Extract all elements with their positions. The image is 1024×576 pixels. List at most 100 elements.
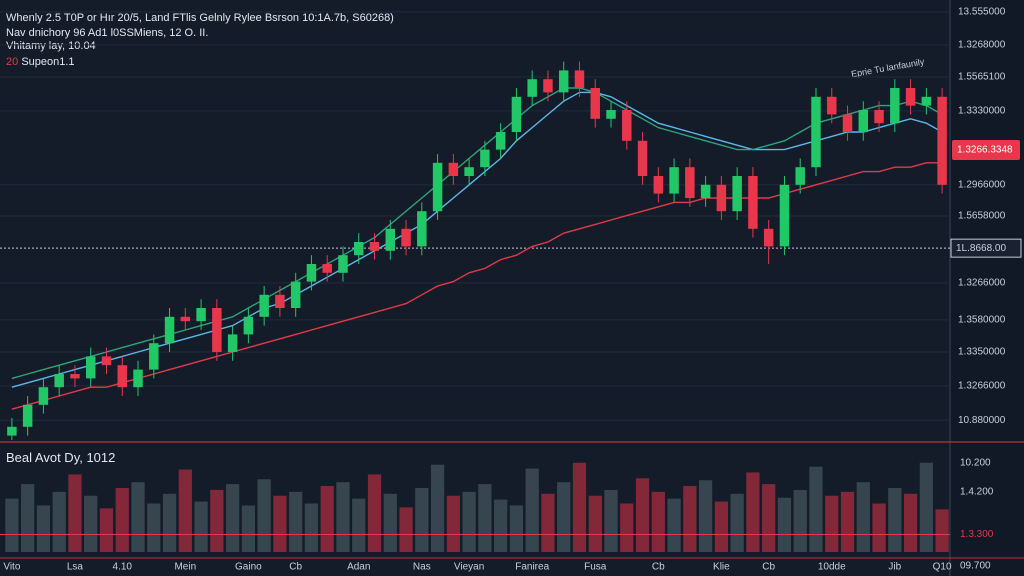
candle-body	[890, 88, 900, 124]
x-tick-label: Cb	[289, 562, 302, 573]
candle-body	[54, 374, 64, 388]
candle-body	[937, 96, 947, 185]
y-tick-label: 1.3580000	[958, 315, 1006, 326]
volume-bar	[730, 493, 744, 552]
candle-body	[842, 114, 853, 132]
candle-body	[38, 387, 49, 405]
volume-bar	[478, 484, 492, 552]
candle-body	[495, 132, 506, 150]
volume-bar	[5, 498, 19, 552]
y-tick-label: 1.3266000	[958, 278, 1006, 289]
price-line-label: 1L.8668.00	[956, 243, 1006, 254]
candle-body	[227, 334, 238, 352]
volume-bar	[84, 495, 98, 552]
last-price-tag	[952, 140, 1020, 161]
volume-bar	[698, 480, 713, 552]
candle-body	[243, 316, 254, 335]
candle-body	[748, 176, 758, 229]
candle-body	[543, 79, 553, 93]
volume-tick-label: 1.3.300	[960, 529, 994, 540]
volume-bar	[714, 501, 729, 552]
candle-body	[795, 167, 805, 185]
volume-bar	[888, 487, 902, 552]
header-line: Nav dnichory 96 Ad1 l0SSMiens, 12 O. II.	[6, 27, 209, 39]
volume-bar	[762, 484, 776, 552]
candle-body	[385, 228, 396, 251]
candle-body	[448, 162, 459, 176]
volume-bar	[620, 503, 634, 552]
candle-body	[905, 88, 916, 106]
x-tick-label: Vito	[3, 562, 20, 573]
volume-bar	[746, 472, 760, 552]
y-tick-label: 1.3330000	[958, 106, 1006, 117]
y-tick-label: 1.3268000	[958, 40, 1006, 51]
volume-bar	[935, 509, 949, 552]
volume-bar	[462, 491, 476, 552]
volume-bar	[336, 482, 350, 552]
volume-bar	[525, 468, 539, 552]
candle-body	[70, 374, 80, 379]
volume-bar	[225, 484, 240, 552]
volume-bar	[430, 464, 445, 552]
candle-body	[338, 255, 348, 273]
volume-bar	[147, 503, 161, 552]
volume-bar	[68, 474, 82, 552]
candle-body	[921, 96, 932, 106]
x-tick-label: Lsa	[67, 562, 84, 573]
candle-body	[511, 96, 522, 132]
candle-body	[275, 294, 285, 308]
candle-body	[369, 242, 380, 251]
header-line: Whenly 2.5 T0P or Hır 20/5, Land FTlis G…	[6, 12, 394, 24]
x-tick-label: Gaino	[235, 562, 262, 573]
volume-bar	[683, 486, 697, 552]
indicator-label: Supeon1.1	[21, 56, 75, 68]
volume-bar	[415, 487, 429, 552]
candle-body	[590, 88, 600, 119]
y-tick-label: 10.880000	[958, 415, 1006, 426]
x-tick-label: Mein	[174, 562, 196, 573]
volume-bar	[52, 491, 66, 552]
volume-bar	[194, 501, 208, 552]
candle-body	[180, 316, 191, 322]
volume-bar	[572, 462, 587, 552]
candle-body	[85, 356, 96, 379]
volume-bar	[840, 491, 855, 552]
volume-tick-label: 09.700	[960, 561, 991, 572]
candle-body	[622, 110, 632, 141]
volume-bar	[131, 482, 145, 552]
x-tick-label: Jib	[888, 562, 901, 573]
x-tick-label: Q10	[933, 562, 952, 573]
header-line: Vhitamy lay, 10.04	[6, 40, 96, 52]
last-price-label: 1.3266.3348	[957, 145, 1013, 156]
x-tick-label: Adan	[347, 562, 370, 573]
volume-bar	[367, 474, 382, 552]
candle-body	[322, 264, 332, 273]
volume-bar	[903, 493, 918, 552]
candle-body	[637, 140, 648, 176]
volume-bar	[210, 489, 224, 552]
candle-body	[22, 404, 33, 427]
volume-bar	[541, 493, 555, 552]
volume-bar	[809, 466, 823, 552]
candle-body	[858, 110, 869, 132]
x-tick-label: Cb	[762, 562, 775, 573]
volume-bar	[115, 487, 129, 552]
candle-body	[133, 369, 143, 388]
x-tick-label: 4.10	[113, 562, 133, 573]
annotation: Eprie Tu lanfaunily	[850, 56, 925, 79]
volume-bar	[304, 503, 319, 552]
volume-bar	[162, 493, 177, 552]
x-tick-label: Nas	[413, 562, 431, 573]
moving-average	[11, 87, 943, 380]
volume-bar	[36, 505, 51, 552]
candle-body	[827, 96, 837, 115]
candle-body	[732, 176, 742, 212]
candle-body	[117, 365, 127, 388]
y-tick-label: 1.3266000	[958, 381, 1006, 392]
volume-bar	[557, 482, 571, 552]
candle-body	[259, 294, 269, 317]
candle-body	[716, 184, 727, 212]
volume-bar	[825, 495, 839, 552]
